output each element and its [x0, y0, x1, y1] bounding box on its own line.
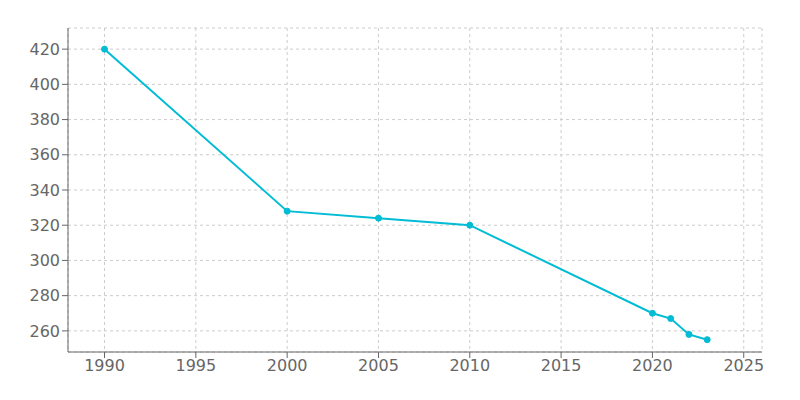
- svg-text:280: 280: [29, 286, 60, 305]
- svg-text:420: 420: [29, 40, 60, 59]
- svg-text:2000: 2000: [267, 356, 308, 375]
- svg-text:2005: 2005: [358, 356, 399, 375]
- svg-text:2010: 2010: [449, 356, 490, 375]
- svg-text:300: 300: [29, 251, 60, 270]
- svg-text:2025: 2025: [723, 356, 764, 375]
- svg-text:400: 400: [29, 75, 60, 94]
- svg-text:1995: 1995: [175, 356, 216, 375]
- svg-text:260: 260: [29, 322, 60, 341]
- svg-text:1990: 1990: [84, 356, 125, 375]
- svg-text:380: 380: [29, 110, 60, 129]
- svg-text:360: 360: [29, 145, 60, 164]
- svg-text:2015: 2015: [541, 356, 582, 375]
- svg-text:2020: 2020: [632, 356, 673, 375]
- svg-text:340: 340: [29, 181, 60, 200]
- svg-text:320: 320: [29, 216, 60, 235]
